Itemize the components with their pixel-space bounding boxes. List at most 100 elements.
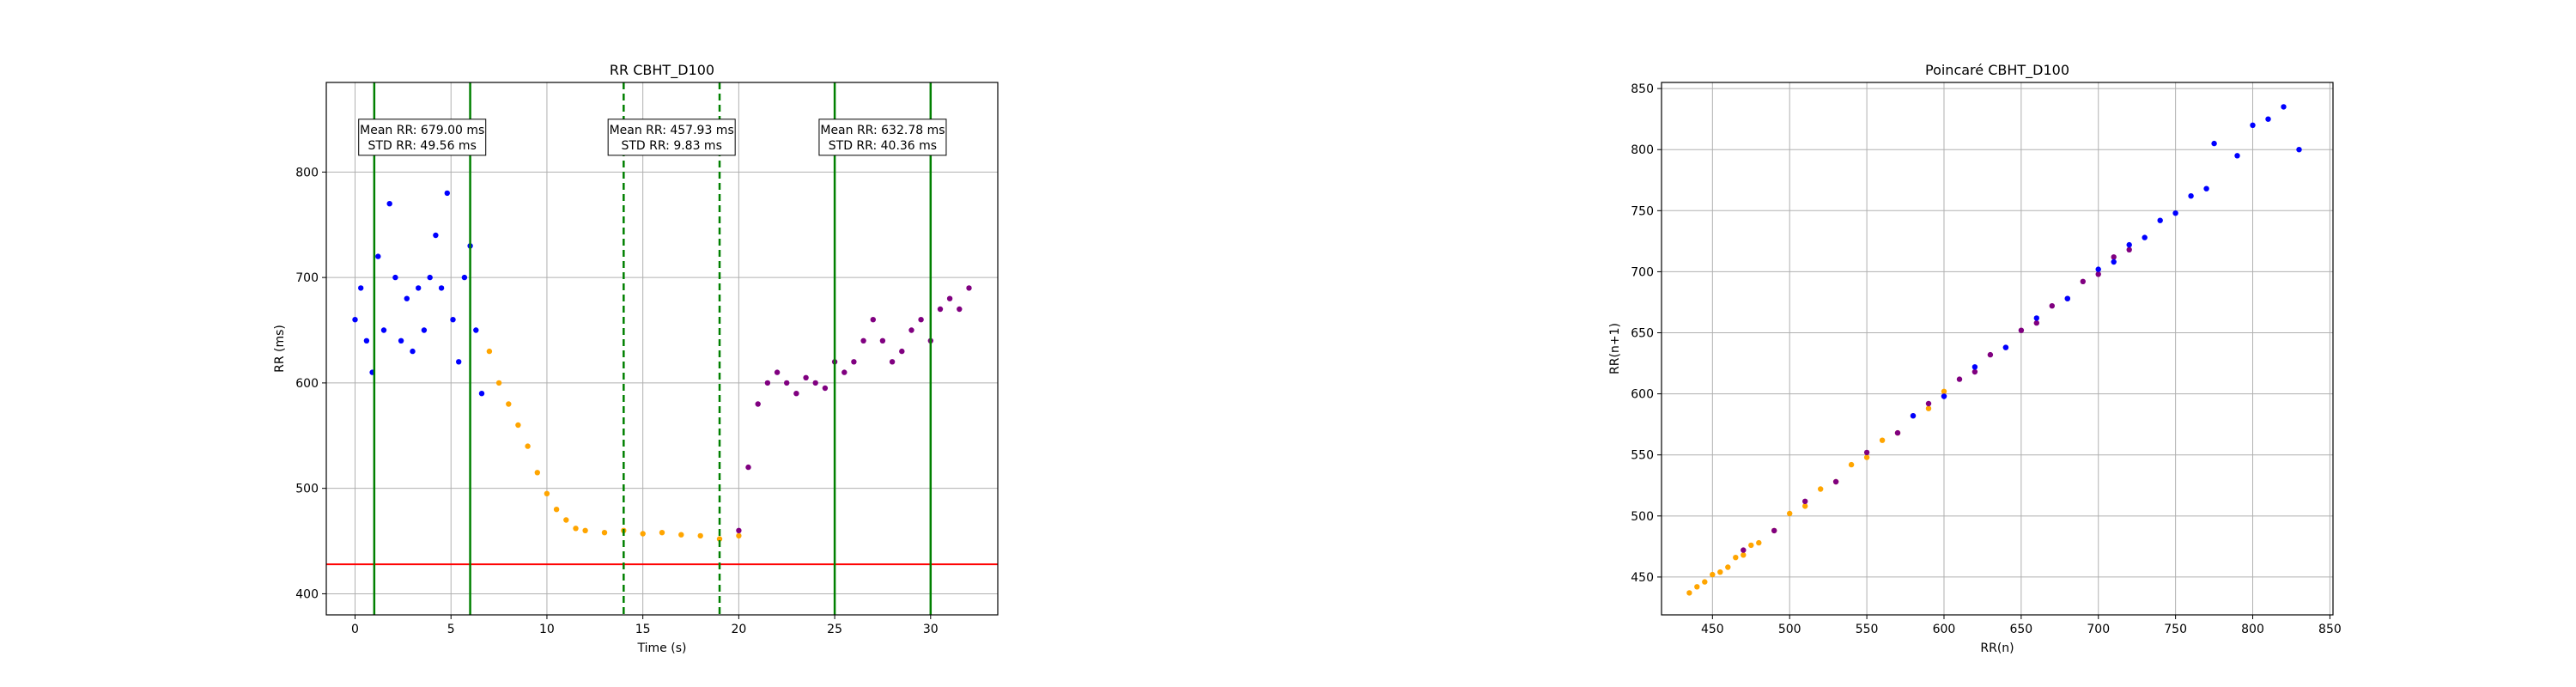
data-point bbox=[563, 517, 569, 523]
y-tick-label: 500 bbox=[1631, 510, 1654, 524]
data-point bbox=[2188, 193, 2194, 199]
data-point bbox=[1863, 449, 1870, 456]
data-point bbox=[2018, 327, 2025, 333]
data-point bbox=[386, 201, 392, 207]
data-point bbox=[2002, 344, 2009, 350]
data-point bbox=[2203, 185, 2209, 192]
data-point bbox=[736, 527, 742, 533]
x-tick-label: 450 bbox=[1701, 623, 1724, 636]
x-axis-label: RR(n) bbox=[1980, 641, 2014, 655]
data-point bbox=[764, 380, 771, 386]
y-tick-label: 650 bbox=[1631, 327, 1654, 341]
data-point bbox=[1694, 584, 1700, 590]
x-tick-label: 25 bbox=[827, 623, 842, 636]
y-tick-label: 800 bbox=[1631, 143, 1654, 157]
data-point bbox=[392, 274, 398, 281]
data-point bbox=[1741, 547, 1747, 553]
data-point bbox=[918, 317, 924, 323]
data-point bbox=[450, 317, 456, 323]
y-tick-label: 800 bbox=[295, 166, 319, 179]
y-tick-label: 700 bbox=[295, 271, 319, 285]
data-point bbox=[2111, 254, 2117, 260]
data-point bbox=[803, 374, 809, 380]
data-point bbox=[1971, 368, 1978, 375]
data-point bbox=[1925, 400, 1932, 407]
data-point bbox=[860, 337, 866, 344]
data-point bbox=[2064, 295, 2070, 301]
x-tick-label: 500 bbox=[1778, 623, 1801, 636]
data-point bbox=[2033, 315, 2039, 321]
data-point bbox=[2095, 271, 2101, 277]
data-point bbox=[2265, 116, 2271, 122]
data-point bbox=[841, 369, 848, 375]
data-point bbox=[1910, 413, 1917, 419]
y-tick-label: 600 bbox=[1631, 388, 1654, 402]
data-point bbox=[1748, 542, 1754, 549]
x-tick-label: 650 bbox=[2009, 623, 2032, 636]
data-point bbox=[1987, 351, 1994, 358]
rr-chart: Mean RR: 679.00 ms STD RR: 49.56 ms Mean R… bbox=[273, 62, 999, 655]
x-tick-label: 550 bbox=[1856, 623, 1879, 636]
data-point bbox=[416, 285, 422, 291]
data-point bbox=[678, 532, 684, 538]
data-point bbox=[774, 369, 781, 375]
annotation-std: STD RR: 49.56 ms bbox=[368, 139, 477, 153]
data-point bbox=[899, 348, 905, 355]
data-point bbox=[495, 380, 502, 386]
data-point bbox=[573, 526, 579, 532]
annotation-box bbox=[607, 119, 736, 156]
data-point bbox=[1925, 405, 1932, 411]
data-point bbox=[946, 295, 953, 301]
x-tick-label: 600 bbox=[1933, 623, 1956, 636]
data-point bbox=[716, 536, 723, 542]
data-point bbox=[2095, 266, 2101, 272]
data-point bbox=[957, 306, 963, 313]
data-point bbox=[2126, 246, 2132, 252]
data-point bbox=[2033, 319, 2039, 326]
x-tick-label: 5 bbox=[447, 623, 455, 636]
y-tick-label: 500 bbox=[295, 483, 319, 496]
x-tick-label: 0 bbox=[351, 623, 359, 636]
x-axis-label: Time (s) bbox=[637, 641, 687, 655]
data-point bbox=[1848, 461, 1855, 468]
data-point bbox=[375, 253, 381, 259]
data-point bbox=[358, 285, 364, 291]
data-point bbox=[2250, 122, 2256, 128]
data-point bbox=[582, 527, 588, 533]
data-point bbox=[1787, 510, 1793, 517]
poincare-chart: 450 500 550 600 650 700 750 800 850 450 500 550 600 6… bbox=[1608, 62, 2342, 655]
data-point bbox=[2126, 241, 2132, 248]
data-point bbox=[1956, 376, 1963, 382]
y-tick-label: 700 bbox=[1631, 265, 1654, 279]
annotation-box bbox=[358, 119, 487, 156]
data-point bbox=[755, 401, 761, 407]
data-point bbox=[398, 337, 404, 344]
data-point bbox=[1702, 579, 1708, 585]
data-point bbox=[515, 422, 521, 429]
data-point bbox=[966, 285, 972, 291]
data-point bbox=[478, 391, 485, 397]
data-point bbox=[2172, 210, 2178, 216]
y-axis-label: RR (ms) bbox=[273, 325, 287, 373]
data-point bbox=[908, 327, 914, 333]
data-point bbox=[2281, 104, 2287, 110]
x-tick-label: 850 bbox=[2318, 623, 2342, 636]
data-point bbox=[2211, 140, 2217, 147]
y-tick-label: 600 bbox=[295, 377, 319, 391]
data-point bbox=[2080, 278, 2086, 284]
data-point bbox=[1756, 539, 1762, 546]
data-point bbox=[2049, 303, 2055, 309]
data-point bbox=[1733, 555, 1739, 561]
data-point bbox=[525, 443, 531, 449]
y-tick-label: 400 bbox=[295, 587, 319, 601]
data-point bbox=[851, 359, 857, 365]
data-point bbox=[438, 285, 445, 291]
data-point bbox=[506, 401, 512, 407]
data-point bbox=[1818, 486, 1824, 492]
y-tick-label: 850 bbox=[1631, 82, 1654, 96]
y-axis-label: RR(n+1) bbox=[1608, 323, 1622, 374]
data-point bbox=[1771, 527, 1777, 534]
data-point bbox=[784, 380, 790, 386]
data-point bbox=[1879, 437, 1886, 443]
y-tick-label: 450 bbox=[1631, 571, 1654, 585]
